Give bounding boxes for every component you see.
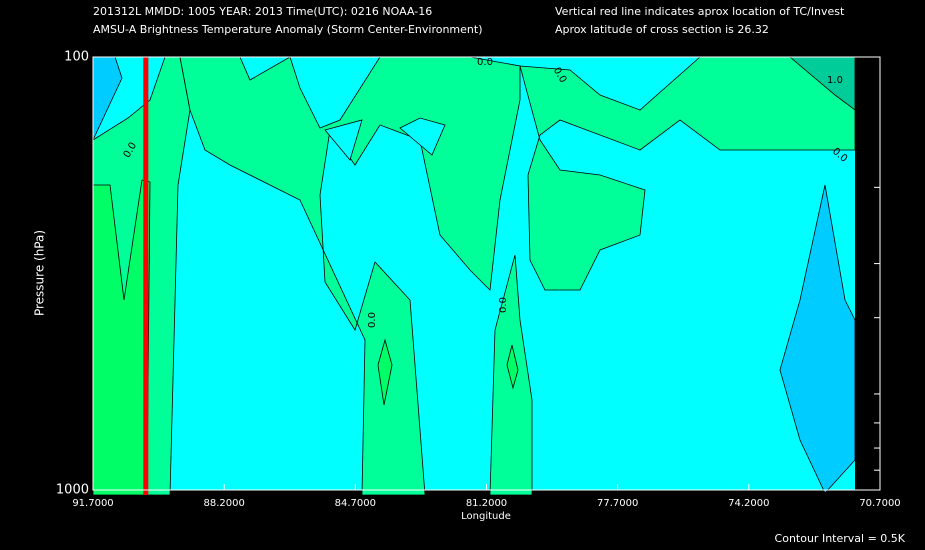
contour-region [399, 117, 446, 156]
contour-label: 0.0 [367, 312, 378, 328]
y-tick-label: 1000 [56, 483, 89, 498]
contour-label: 0.0 [498, 297, 509, 313]
note: Vertical red line indicates aprox locati… [555, 5, 845, 18]
contour-region [179, 56, 521, 496]
x-tick-label: 77.7000 [597, 498, 638, 509]
footnote: Contour Interval = 0.5K [775, 532, 906, 545]
title: 201312L MMDD: 1005 YEAR: 2013 Time(UTC):… [93, 5, 432, 18]
contour-label: 1.0 [827, 75, 843, 86]
contour-label: 0.0 [477, 57, 493, 68]
x-tick-label: 91.7000 [72, 498, 113, 509]
contour-region [519, 56, 856, 291]
contour-region [377, 338, 393, 406]
subtitle: AMSU-A Brightness Temperature Anomaly (S… [93, 23, 483, 36]
x-tick-label: 74.2000 [728, 498, 769, 509]
no-data [855, 57, 880, 490]
contour-region [324, 119, 363, 161]
x-tick-label: 70.7000 [859, 498, 900, 509]
contour-field [92, 56, 880, 496]
y-tick-label: 100 [64, 50, 89, 65]
x-tick-label: 84.7000 [335, 498, 376, 509]
x-tick-label: 81.2000 [466, 498, 507, 509]
y-axis-label: Pressure (hPa) [33, 230, 47, 316]
note: Aprox latitude of cross section is 26.32 [555, 23, 769, 36]
x-axis-label: Longitude [461, 511, 511, 522]
x-tick-label: 88.2000 [203, 498, 244, 509]
contour-region [506, 344, 519, 390]
